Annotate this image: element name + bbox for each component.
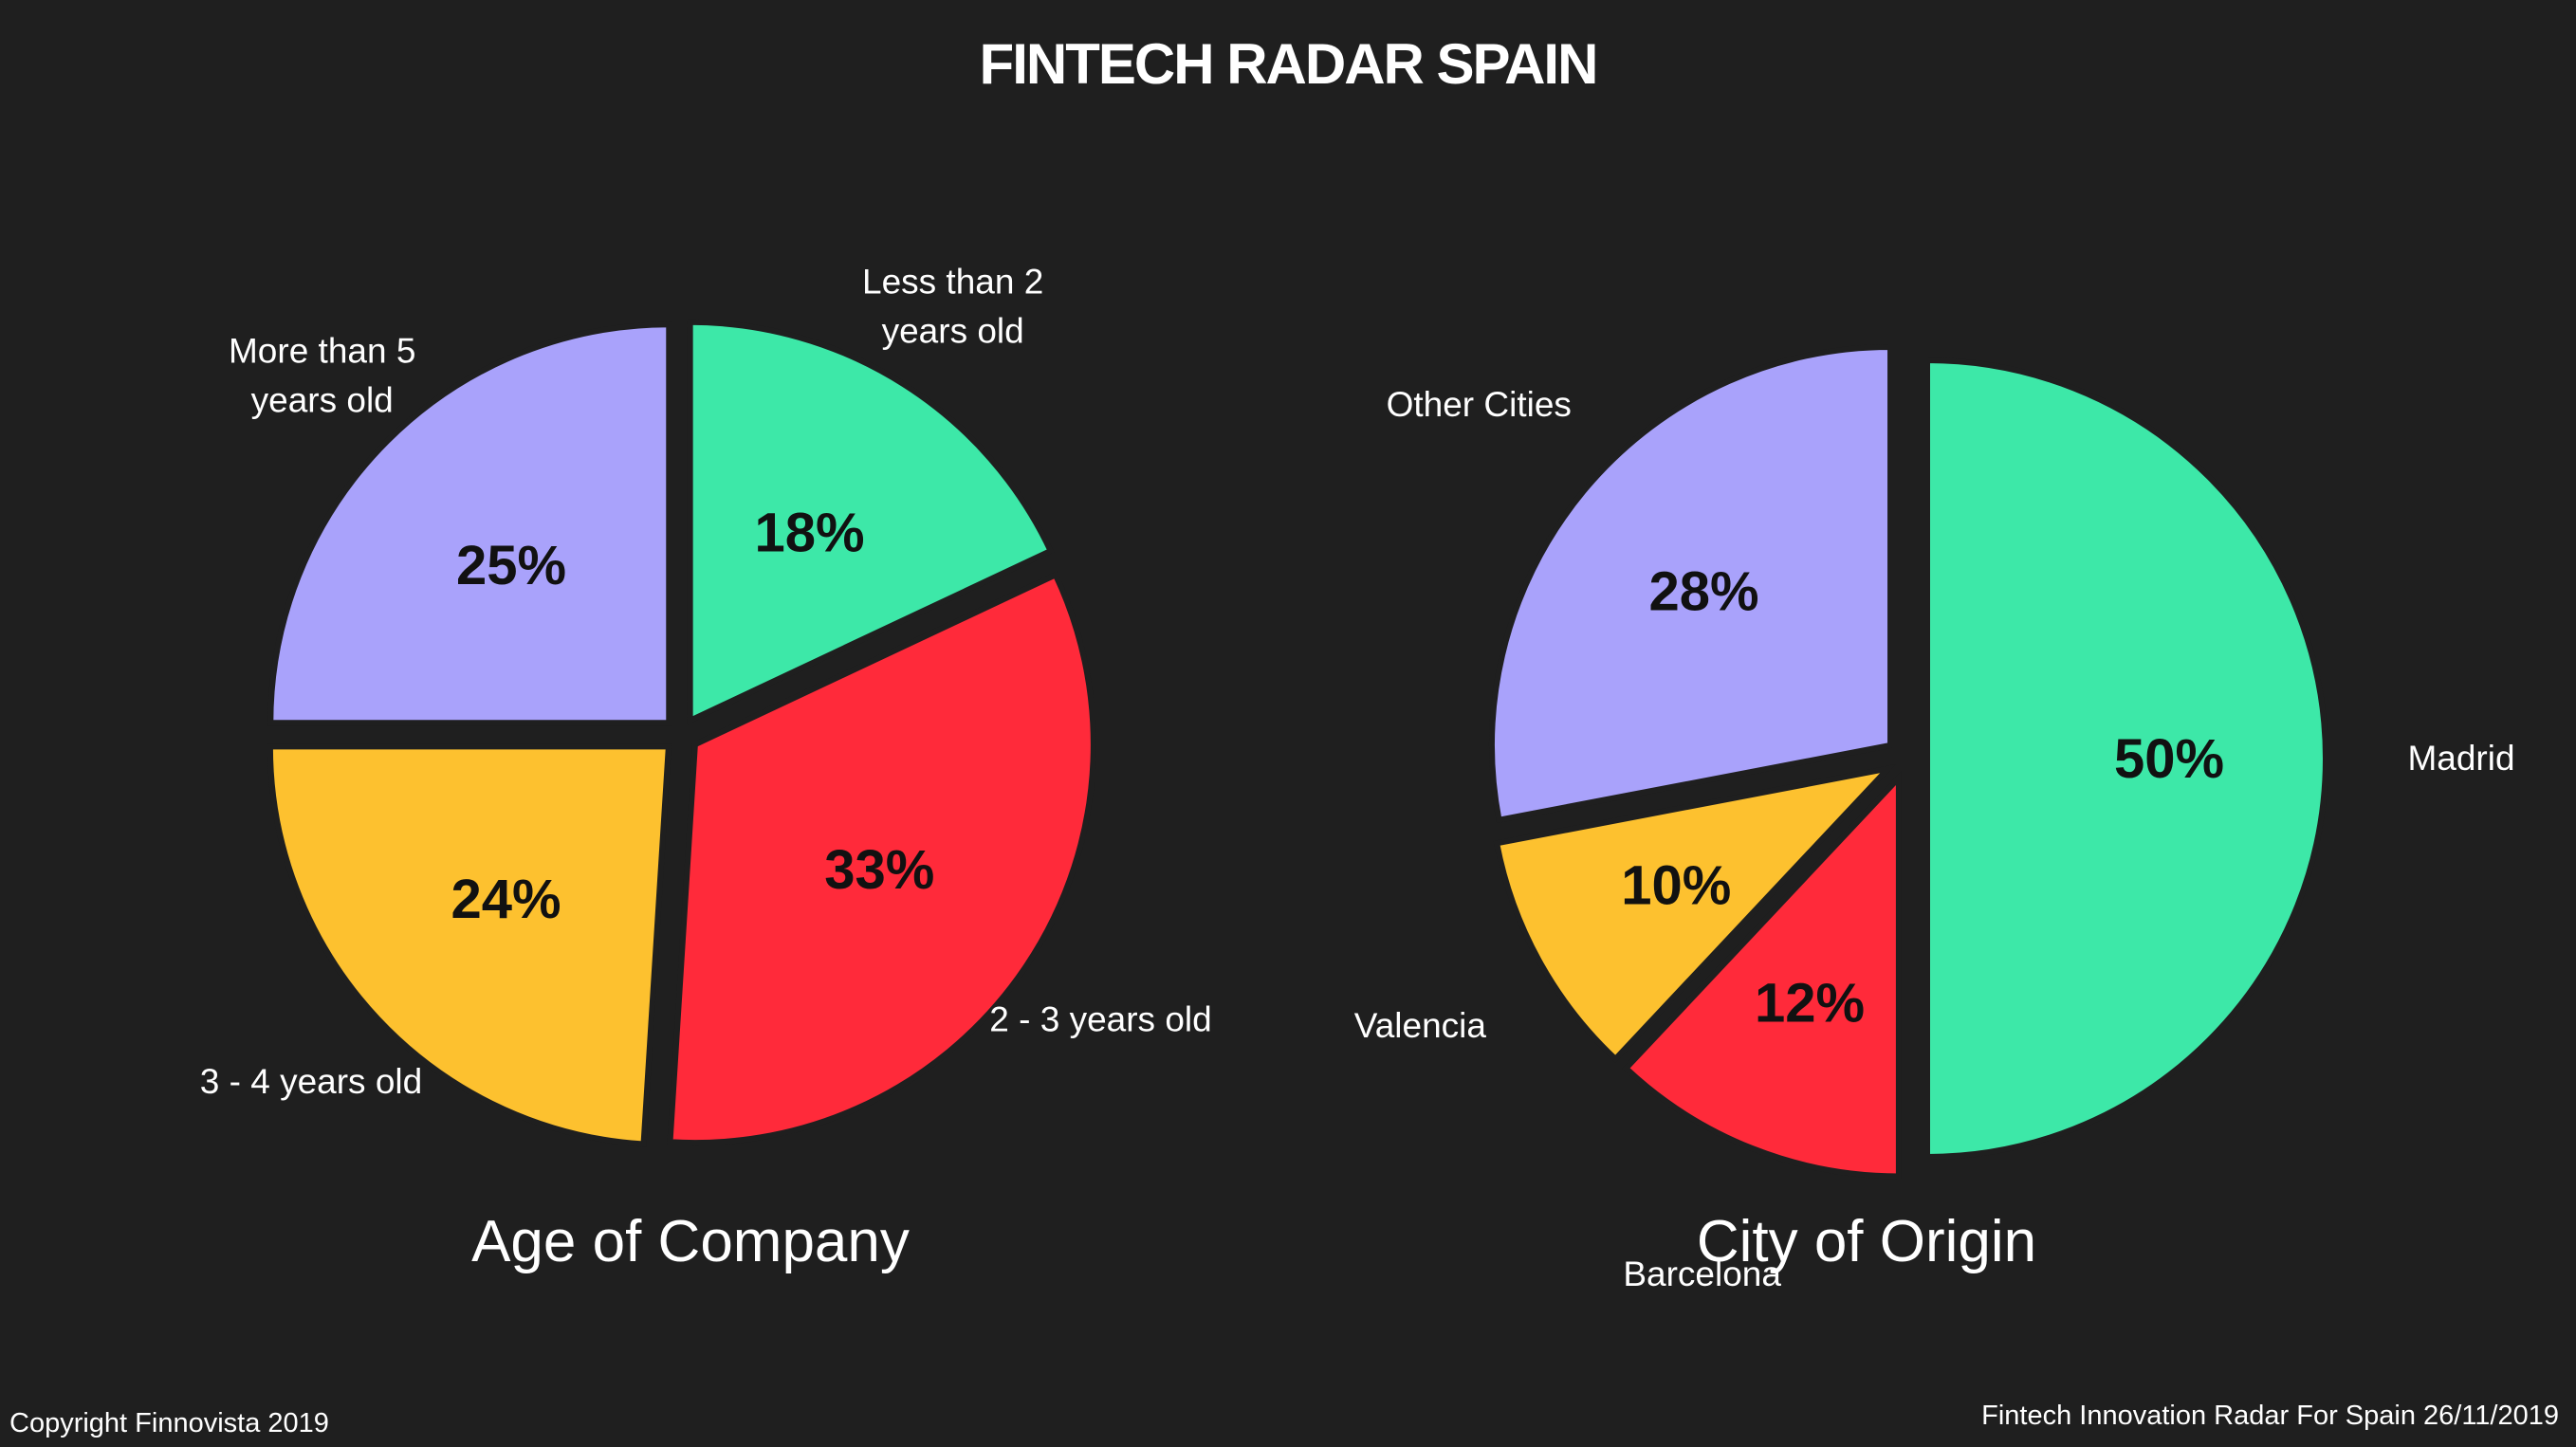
chart-title-age-of-company: Age of Company [471, 1209, 910, 1274]
pie-category-label-less-than-2-years-old: Less than 2 years old [862, 262, 1043, 350]
source-note: Fintech Innovation Radar For Spain 26/11… [1981, 1401, 2559, 1431]
pie-category-label-barcelona: Barcelona [1623, 1255, 1781, 1293]
pie-value-label-valencia: 10% [1621, 854, 1731, 916]
chart-title-city-of-origin: City of Origin [1697, 1209, 2036, 1274]
pie-value-label-barcelona: 12% [1755, 973, 1865, 1035]
pie-value-label-more-than-5-years-old: 25% [456, 535, 566, 596]
pie-slice-more-than-5-years-old [267, 321, 672, 726]
pie-value-label-2-3-years-old: 33% [824, 839, 934, 901]
pie-slice-other-cities [1489, 343, 1894, 824]
pie-value-label-less-than-2-years-old: 18% [755, 502, 865, 563]
pie-category-label-3-4-years-old: 3 - 4 years old [200, 1062, 422, 1101]
pie-value-label-madrid: 50% [2114, 728, 2224, 790]
pie-slice-madrid [1924, 357, 2328, 1161]
pie-slice-3-4-years-old [267, 743, 672, 1147]
pie-slice-2-3-years-old [667, 571, 1096, 1146]
pie-category-label-2-3-years-old: 2 - 3 years old [989, 1000, 1211, 1039]
pie-category-label-valencia: Valencia [1354, 1006, 1487, 1045]
page-title: FINTECH RADAR SPAIN [980, 32, 1597, 96]
pie-value-label-other-cities: 28% [1649, 560, 1759, 622]
pie-slice-barcelona [1622, 770, 1902, 1180]
pie-chart-age-of-company: 18% Less than 2 years old 33% 2 - 3 years ol… [200, 262, 1212, 1147]
pie-chart-city-of-origin: 50% Madrid 12% Barcelona 10% Valencia 28% Other… [1354, 343, 2515, 1293]
pie-category-label-madrid: Madrid [2407, 739, 2514, 778]
copyright-note: Copyright Finnovista 2019 [9, 1408, 329, 1438]
pie-value-label-3-4-years-old: 24% [451, 869, 561, 930]
pie-category-label-more-than-5-years-old: More than 5 years old [229, 332, 415, 420]
pie-slice-less-than-2-years-old [687, 319, 1055, 725]
pie-category-label-other-cities: Other Cities [1387, 385, 1572, 424]
pie-slice-valencia [1493, 763, 1897, 1064]
